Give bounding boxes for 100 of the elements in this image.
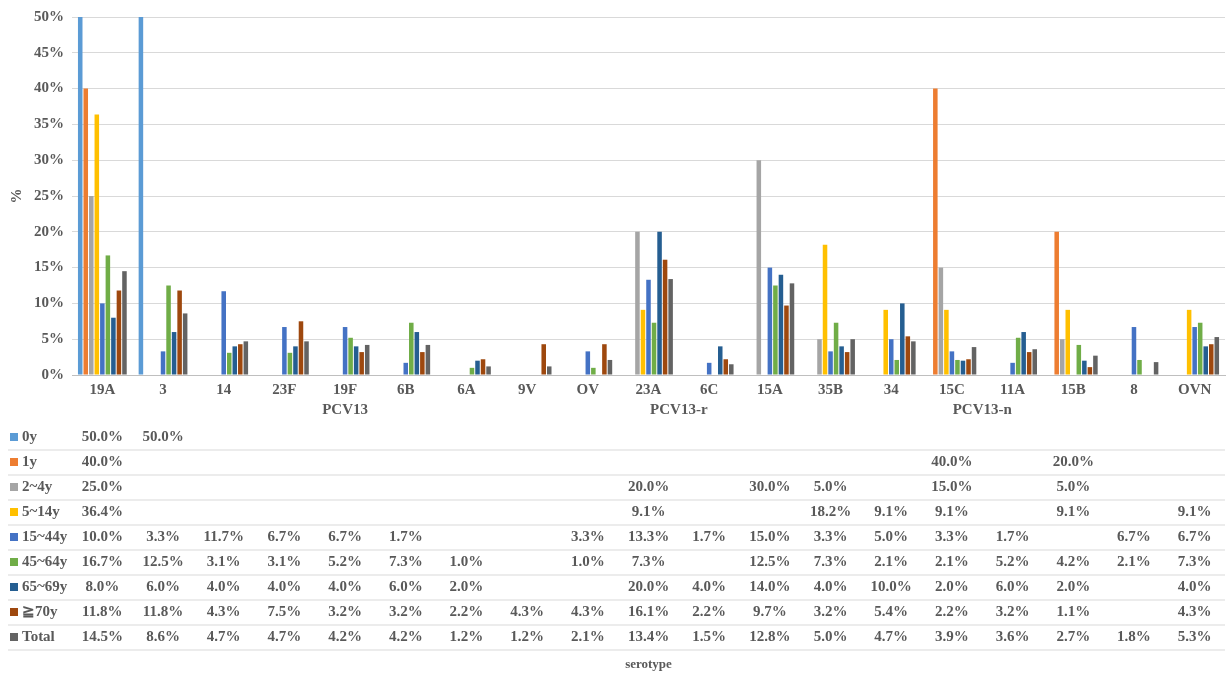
- data-label: 7.3%: [813, 552, 848, 569]
- bar: [646, 279, 651, 375]
- x-tick-label: 8: [1130, 380, 1138, 397]
- bar: [888, 339, 894, 375]
- data-label: 8.6%: [146, 627, 180, 644]
- data-label: 7.5%: [267, 602, 302, 619]
- data-label: 4.0%: [267, 577, 302, 594]
- data-label: 20.0%: [627, 477, 670, 494]
- bar: [1137, 359, 1142, 375]
- y-tick-label: 15%: [34, 258, 64, 275]
- data-label: 2.2%: [449, 602, 484, 619]
- data-label: 3.2%: [388, 602, 423, 619]
- data-label: 5.3%: [1177, 627, 1212, 644]
- data-label: 3.1%: [206, 552, 241, 569]
- data-label: 3.6%: [995, 627, 1030, 644]
- bar: [1082, 360, 1087, 375]
- bar: [607, 359, 613, 375]
- data-label: 8.0%: [85, 577, 120, 594]
- data-label: 20.0%: [627, 577, 670, 594]
- y-tick-label: 0%: [41, 365, 64, 382]
- legend-label: 0y: [22, 427, 38, 444]
- data-label: 12.8%: [749, 627, 791, 644]
- data-label: 6.7%: [1177, 527, 1212, 544]
- text: PCV13-n: [952, 400, 1013, 417]
- data-label: 4.3%: [510, 602, 545, 619]
- bar: [486, 366, 491, 375]
- bar: [469, 367, 475, 375]
- bar: [1021, 332, 1026, 375]
- data-label: 2.1%: [935, 552, 969, 569]
- data-label: 40.0%: [931, 452, 973, 469]
- bar: [304, 341, 309, 375]
- bar: [166, 285, 171, 375]
- data-label: 2.2%: [692, 602, 727, 619]
- data-label: 4.7%: [874, 627, 909, 644]
- bar: [409, 322, 414, 375]
- bar: [420, 352, 425, 375]
- data-label: 7.3%: [388, 552, 423, 569]
- data-label: 5.0%: [874, 527, 909, 544]
- data-label: 13.4%: [627, 627, 670, 644]
- bar: [949, 351, 955, 375]
- data-label: 1.7%: [388, 527, 423, 544]
- x-tick-label: 15C: [939, 380, 965, 397]
- data-label: 2.2%: [935, 602, 969, 619]
- bar: [955, 359, 960, 375]
- y-tick-label: 10%: [34, 294, 64, 311]
- data-label: 16.1%: [627, 602, 670, 619]
- bar: [1065, 309, 1071, 375]
- data-label: 4.2%: [328, 627, 362, 644]
- data-label: 15.0%: [749, 527, 791, 544]
- bar: [591, 367, 596, 375]
- data-label: 3.3%: [813, 527, 848, 544]
- data-label: 1.2%: [449, 627, 484, 644]
- bar: [1087, 367, 1093, 375]
- data-label: 9.1%: [1056, 502, 1091, 519]
- data-label: 3.3%: [570, 527, 605, 544]
- x-tick-label: 15A: [756, 380, 783, 397]
- legend-label: 65~69y: [22, 577, 68, 594]
- x-tick-label: OVN: [1177, 380, 1212, 397]
- bar: [784, 305, 789, 375]
- bar: [971, 347, 977, 375]
- data-label: 2.0%: [449, 577, 484, 594]
- bar: [966, 359, 971, 375]
- y-tick-label: 50%: [34, 7, 64, 24]
- x-tick-label: 11A: [1000, 380, 1026, 397]
- data-label: 3.2%: [995, 602, 1030, 619]
- data-label: 4.3%: [206, 602, 241, 619]
- data-label: 2.0%: [1056, 577, 1091, 594]
- data-label: 2.1%: [874, 552, 909, 569]
- data-label: 1.0%: [570, 552, 605, 569]
- bar: [933, 88, 938, 375]
- data-label: 2.7%: [1056, 627, 1091, 644]
- data-label: 50.0%: [81, 427, 123, 444]
- bar: [635, 231, 640, 375]
- data-label: 4.0%: [328, 577, 362, 594]
- data-label: 30.0%: [749, 477, 791, 494]
- data-label: 9.1%: [1177, 502, 1212, 519]
- bar: [668, 279, 673, 375]
- data-label: 9.7%: [752, 602, 787, 619]
- bar: [905, 336, 911, 375]
- data-label: 6.7%: [1117, 527, 1151, 544]
- data-label: 36.4%: [81, 502, 123, 519]
- bar: [425, 344, 431, 375]
- legend-label: 15~44y: [22, 527, 68, 544]
- data-label: 4.7%: [206, 627, 241, 644]
- bar: [480, 359, 486, 375]
- y-tick-label: 30%: [34, 151, 64, 168]
- bar: [475, 360, 480, 375]
- bar: [221, 291, 226, 375]
- bar: [359, 352, 364, 375]
- data-label: 4.0%: [692, 577, 727, 594]
- x-tick-label: 19F: [332, 380, 358, 397]
- bar: [850, 339, 855, 375]
- legend-label: 1y: [22, 452, 38, 469]
- y-tick-label: 45%: [34, 43, 64, 60]
- data-label: 11.8%: [142, 602, 184, 619]
- bar: [243, 341, 249, 375]
- bar: [111, 317, 116, 375]
- data-label: 4.0%: [1177, 577, 1212, 594]
- data-label: 50.0%: [142, 427, 184, 444]
- data-label: 9.1%: [935, 502, 969, 519]
